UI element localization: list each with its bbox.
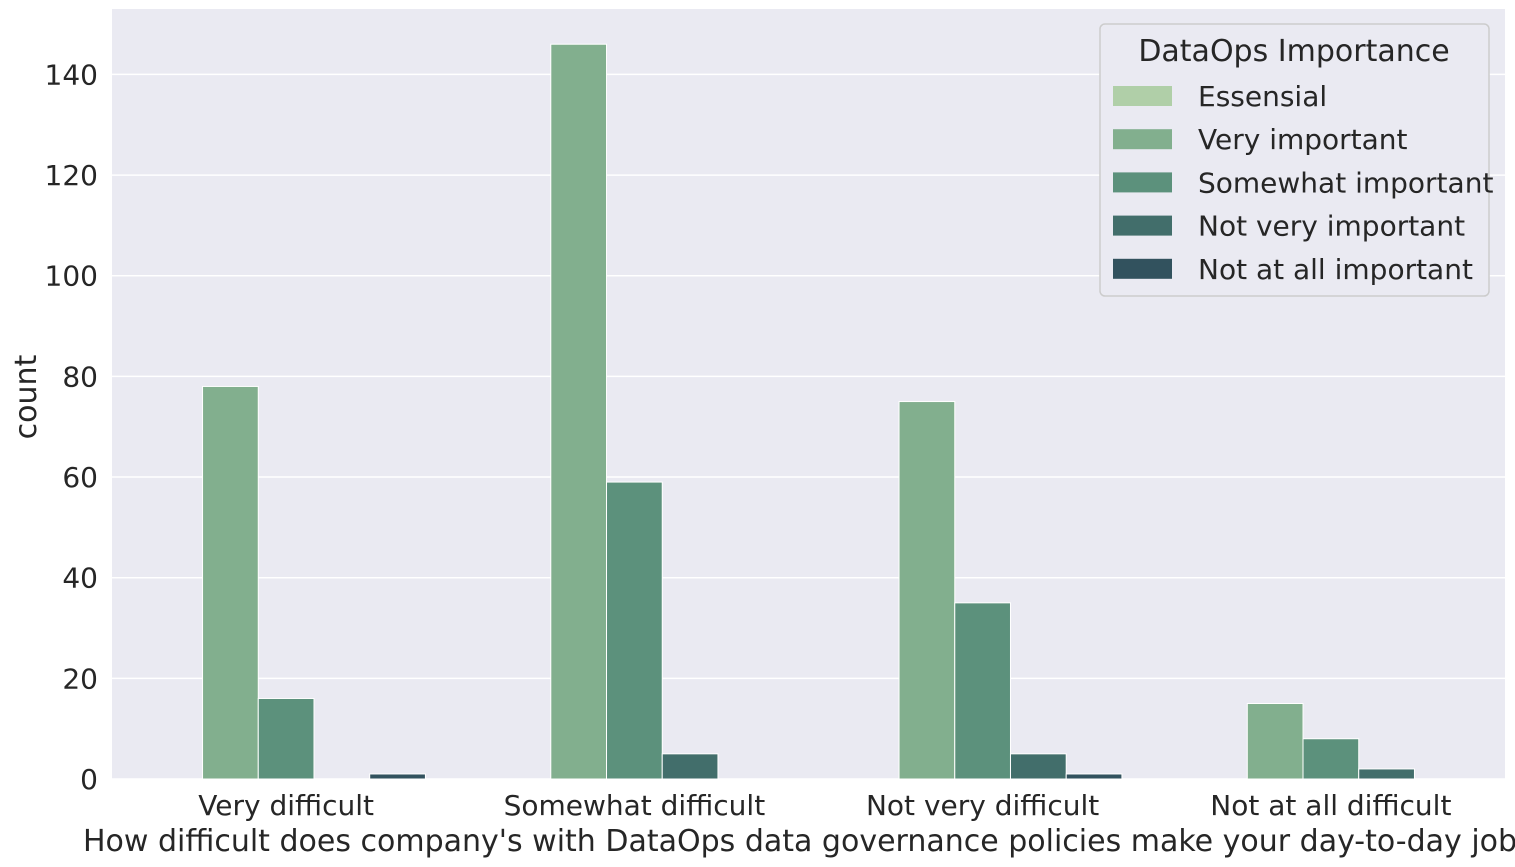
legend-label: Not at all important (1198, 253, 1473, 286)
y-tick-label: 80 (62, 360, 98, 393)
legend-swatch (1113, 258, 1172, 279)
y-tick-label: 60 (62, 461, 98, 494)
x-tick-labels: Very difficult Somewhat difficult Not very… (198, 789, 1451, 822)
y-tick-label: 100 (45, 260, 98, 293)
y-tick-label: 140 (45, 58, 98, 91)
bar (1009, 753, 1067, 780)
y-tick-label: 120 (45, 159, 98, 192)
x-tick-label: Very difficult (198, 789, 374, 822)
bar (257, 697, 315, 780)
bars (202, 43, 1415, 780)
legend-swatch (1113, 129, 1172, 150)
legend-box (1099, 23, 1490, 297)
x-tick-label: Not at all difficult (1210, 789, 1451, 822)
legend-label: Somewhat important (1198, 166, 1493, 199)
bar (550, 43, 608, 780)
legend: DataOps Importance Essensial Very importa… (1099, 23, 1493, 297)
bar (369, 773, 426, 780)
x-tick-label: Somewhat difficult (504, 789, 766, 822)
bar (954, 602, 1011, 780)
x-axis-label: How difficult does company's with DataOp… (83, 824, 1515, 859)
bar (606, 481, 663, 780)
legend-label: Essensial (1198, 80, 1327, 113)
bar (661, 753, 719, 780)
y-tick-label: 0 (80, 763, 98, 796)
legend-items: Essensial Very important Somewhat importan… (1113, 80, 1493, 286)
bar (1302, 738, 1360, 780)
y-tick-label: 40 (62, 562, 98, 595)
legend-swatch (1113, 215, 1172, 236)
bar (1358, 768, 1415, 780)
legend-label: Very important (1198, 123, 1408, 156)
y-tick-labels: 0 20 40 60 80 100 120 140 (45, 58, 98, 796)
legend-swatch (1113, 172, 1172, 193)
y-axis-label: count (9, 354, 44, 439)
bar (202, 385, 259, 780)
y-tick-label: 20 (62, 662, 98, 695)
legend-title: DataOps Importance (1138, 34, 1449, 69)
x-tick-label: Not very difficult (866, 789, 1099, 822)
bar (1065, 773, 1123, 780)
bar (1246, 703, 1304, 780)
legend-swatch (1113, 86, 1172, 106)
bar (898, 401, 956, 780)
legend-label: Not very important (1198, 210, 1465, 243)
